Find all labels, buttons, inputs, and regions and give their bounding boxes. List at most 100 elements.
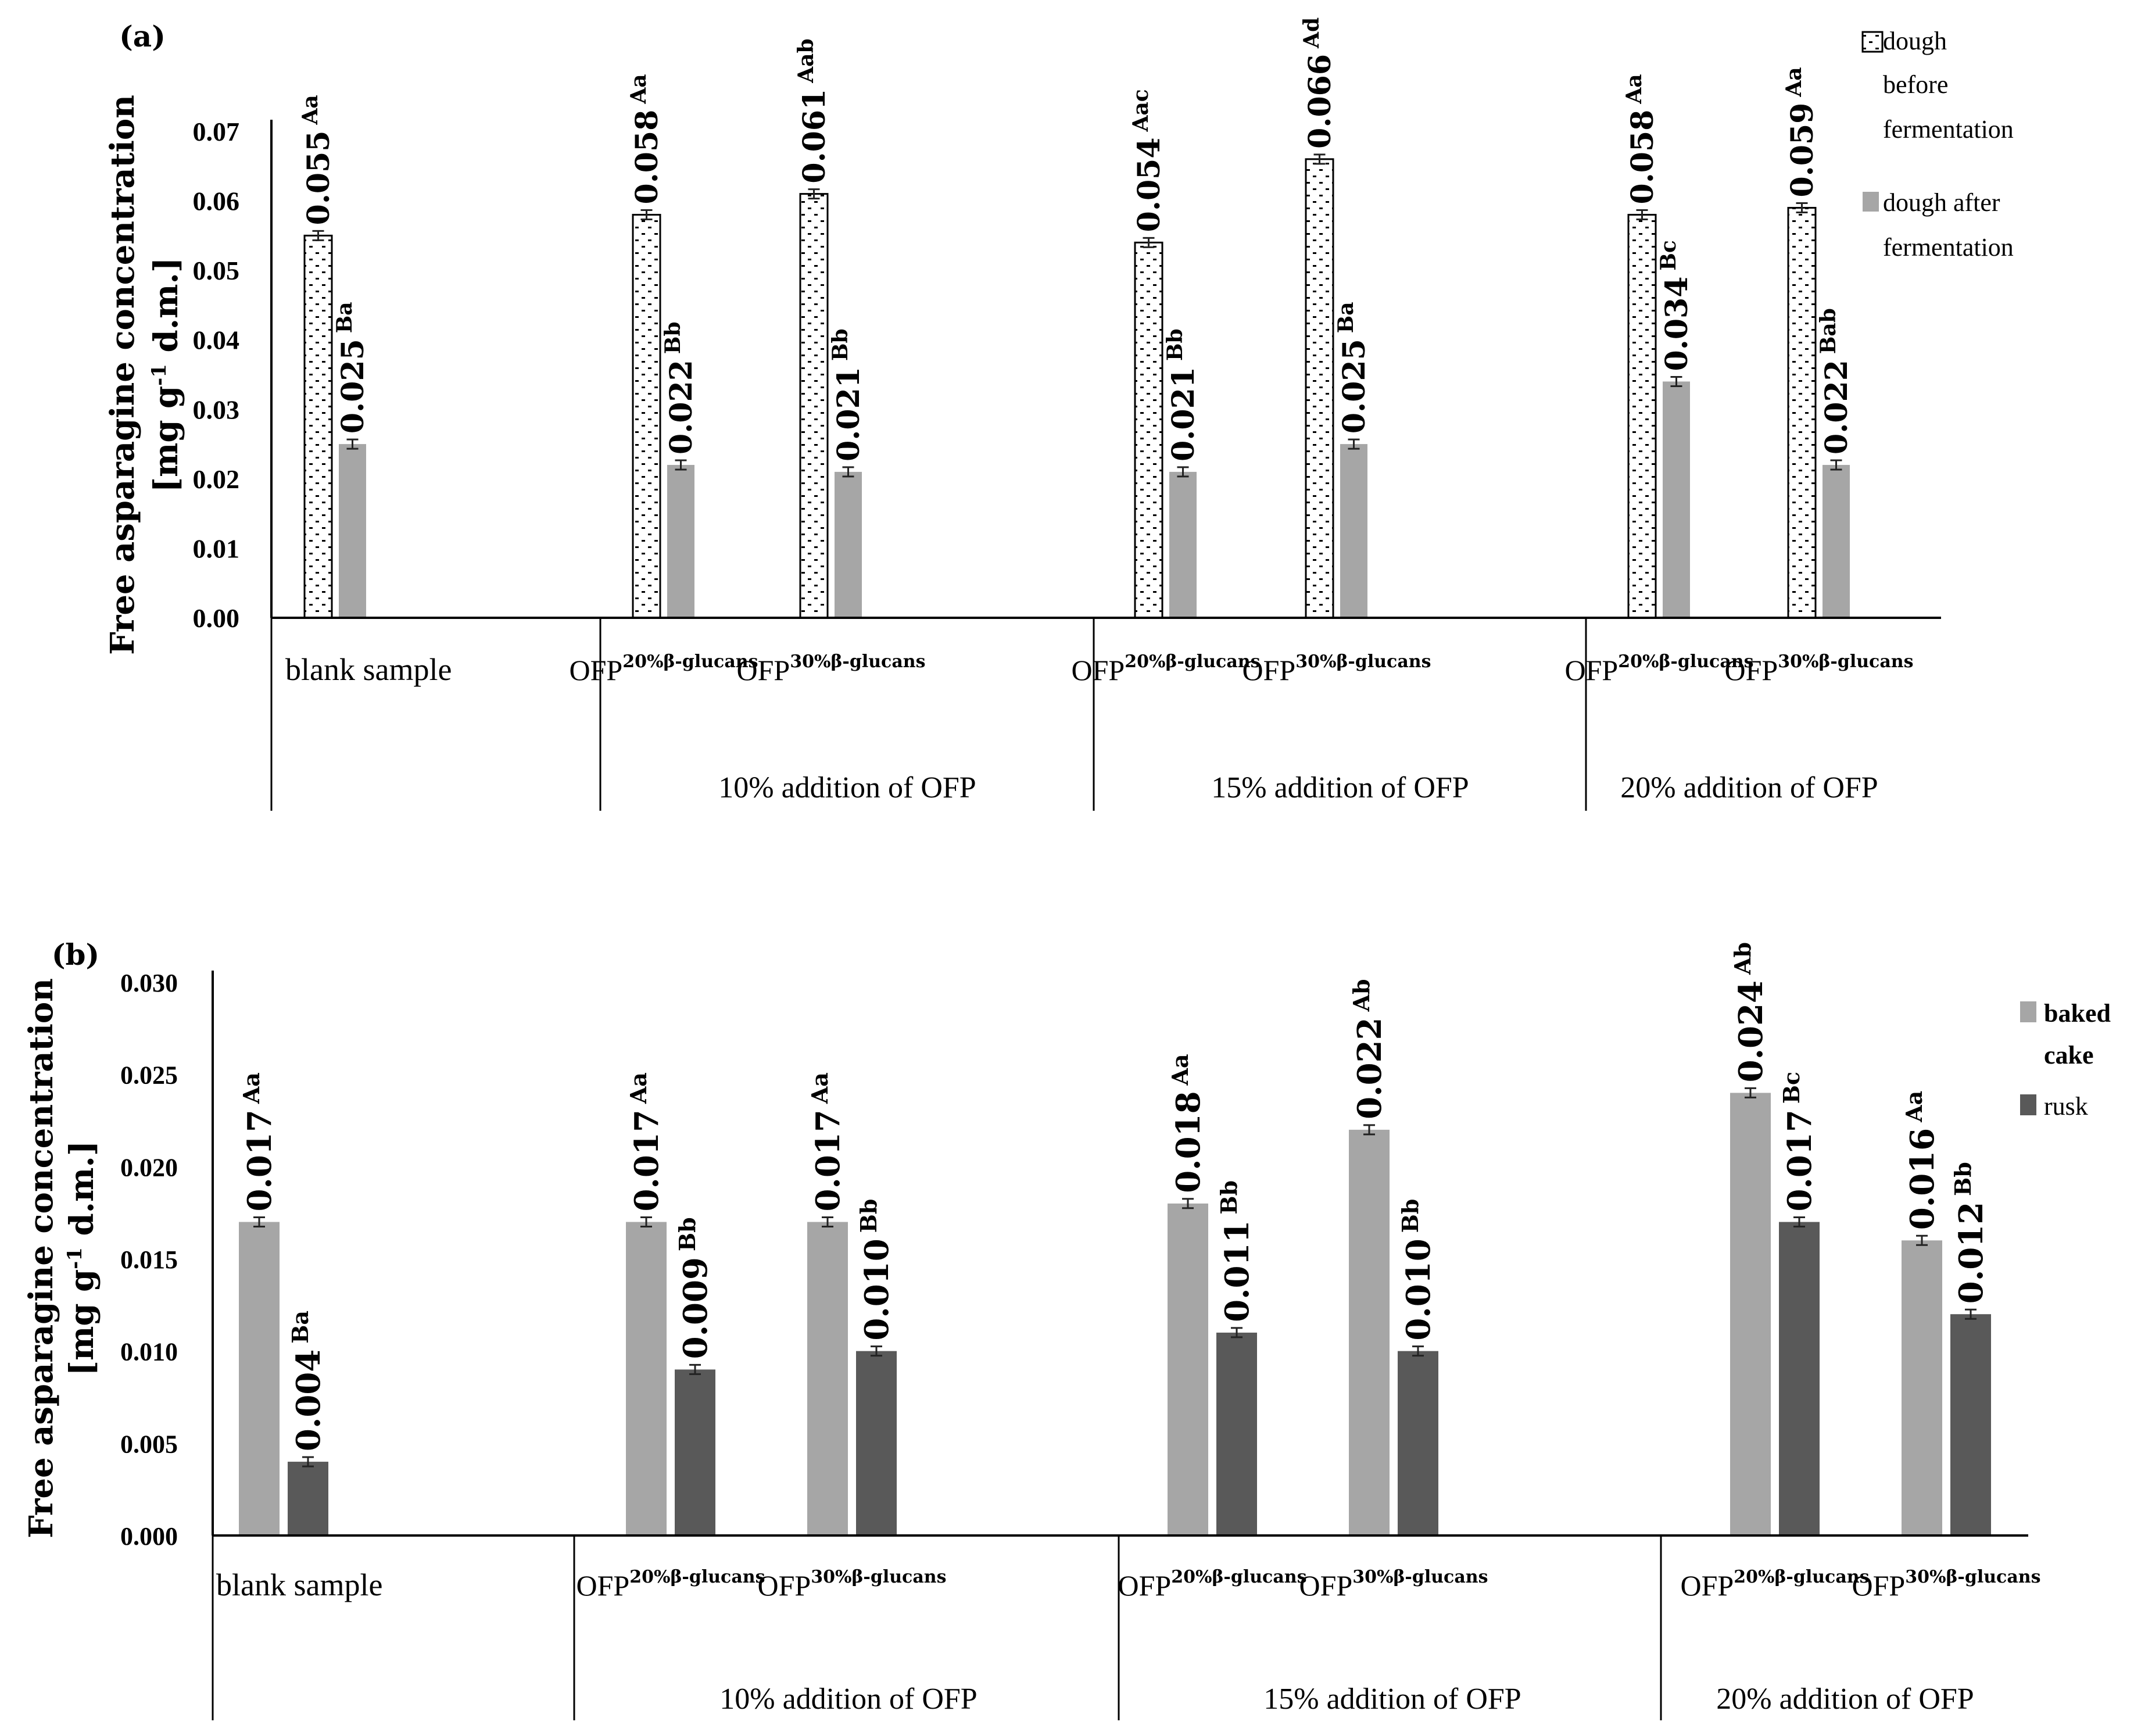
bar-rusk-0 <box>288 1462 328 1535</box>
category-label: OFP30%β-glucans <box>737 652 926 686</box>
bar-rusk-1 <box>675 1369 715 1535</box>
category-label-sup: 20%β-glucans <box>1171 1567 1306 1587</box>
panel-label: (a) <box>119 19 166 53</box>
legend-label: fermentation <box>1883 233 2014 262</box>
y-tick-label: 0.015 <box>120 1245 178 1274</box>
category-label-sup: 30%β-glucans <box>790 652 925 672</box>
y-tick-label: 0.07 <box>193 117 240 146</box>
data-label-value: 0.017 <box>628 1109 666 1211</box>
category-label-sup: 20%β-glucans <box>1618 652 1753 672</box>
panel-label: (b) <box>52 937 99 972</box>
data-label: 0.011 Bb <box>1216 1180 1256 1322</box>
bar-baked-cake-2 <box>807 1222 848 1535</box>
category-label-base: OFP <box>1118 1569 1172 1602</box>
bar-baked-cake-4 <box>1349 1129 1390 1535</box>
data-label-value: 0.021 <box>1166 367 1201 461</box>
data-label: 0.004 Ba <box>287 1311 328 1451</box>
data-label-letters: Bb <box>661 321 685 354</box>
y-tick-label: 0.025 <box>120 1061 178 1090</box>
category-label-base: OFP <box>570 654 623 686</box>
bar-rusk-5 <box>1779 1222 1820 1535</box>
y-tick-label: 0.06 <box>193 187 240 216</box>
bar-rusk-4 <box>1398 1351 1438 1535</box>
data-label-letters: Aa <box>238 1072 264 1104</box>
data-label-value: 0.054 <box>1132 137 1167 232</box>
data-label: 0.055 Aa <box>298 95 336 225</box>
category-label: OFP20%β-glucans <box>570 652 758 686</box>
category-label-sup: 30%β-glucans <box>1295 652 1431 672</box>
data-label: 0.022 Bb <box>661 321 699 454</box>
data-label: 0.009 Bb <box>674 1217 715 1359</box>
data-label-value: 0.010 <box>1399 1239 1438 1340</box>
data-label-letters: Bb <box>855 1199 882 1233</box>
group-label: 10% addition of OFP <box>718 771 976 804</box>
data-label-value: 0.018 <box>1169 1091 1208 1193</box>
data-label-letters: Aa <box>626 74 651 104</box>
data-label-letters: Ab <box>1730 942 1756 975</box>
data-label-letters: Aab <box>794 38 818 83</box>
data-label-letters: Aa <box>1782 67 1806 97</box>
data-label-letters: Aa <box>807 1072 833 1104</box>
panel-a-chart: (a) 0.00 0.01 0.02 0.03 0.04 0.05 0.06 0.07 Free … <box>103 17 2014 811</box>
bar-dough-after-fermentation-5 <box>1663 381 1690 618</box>
category-label: OFP30%β-glucans <box>758 1567 947 1602</box>
category-label: OFP30%β-glucans <box>1243 652 1431 686</box>
y-tick-label: 0.05 <box>193 256 240 285</box>
bar-baked-cake-5 <box>1730 1093 1771 1535</box>
data-label: 0.022 Bab <box>1816 308 1854 454</box>
data-label: 0.025 Ba <box>332 302 371 434</box>
data-label-value: 0.025 <box>335 339 371 434</box>
group-label: 10% addition of OFP <box>719 1683 977 1716</box>
data-label-letters: Ba <box>1334 302 1358 333</box>
data-label-letters: Bb <box>1950 1162 1976 1196</box>
data-label: 0.017 Aa <box>625 1072 666 1211</box>
data-label-letters: Aa <box>1622 74 1646 104</box>
data-label: 0.024 Ab <box>1730 942 1770 1082</box>
data-label-value: 0.061 <box>797 89 832 184</box>
data-label: 0.021 Bb <box>1163 328 1201 461</box>
bar-baked-cake-3 <box>1168 1203 1208 1535</box>
data-label: 0.022 Ab <box>1348 979 1389 1119</box>
y-tick-label: 0.00 <box>193 603 240 633</box>
data-label: 0.017 Aa <box>807 1072 847 1211</box>
category-label-base: OFP <box>1725 654 1778 686</box>
bar-dough-before-fermentation-0 <box>303 234 333 619</box>
bar-dough-before-fermentation-3 <box>1134 241 1163 619</box>
bar-dough-after-fermentation-0 <box>339 444 366 618</box>
y-tick-label: 0.030 <box>120 969 178 997</box>
panel-b-chart: (b) 0.000 0.005 0.010 0.015 0.020 0.025 0.030 Fr… <box>22 937 2111 1720</box>
data-label-letters: Aa <box>625 1072 651 1104</box>
data-label-letters: Bab <box>1816 308 1841 354</box>
data-label-letters: Aa <box>1901 1091 1927 1123</box>
category-label-base: OFP <box>1565 654 1619 686</box>
category-label: OFP20%β-glucans <box>1681 1567 1870 1602</box>
data-label: 0.066 Ad <box>1299 17 1338 149</box>
data-label-letters: Bc <box>1778 1072 1804 1104</box>
data-label-letters: Bb <box>674 1217 700 1251</box>
data-label: 0.010 Bb <box>855 1199 896 1341</box>
data-label-value: 0.024 <box>1732 980 1770 1082</box>
bar-baked-cake-1 <box>626 1222 667 1535</box>
data-label-value: 0.055 <box>301 131 336 225</box>
data-label-letters: Bb <box>1216 1180 1242 1215</box>
data-label-value: 0.025 <box>1337 339 1372 434</box>
bar-rusk-6 <box>1950 1314 1991 1535</box>
data-label-value: 0.058 <box>629 110 665 205</box>
data-label-letters: Aa <box>298 95 323 125</box>
legend-swatch-baked-cake <box>2020 1001 2036 1022</box>
y-tick-label: 0.03 <box>193 395 240 424</box>
data-label: 0.021 Bb <box>828 328 867 461</box>
category-label: OFP20%β-glucans <box>1118 1567 1307 1602</box>
category-label-base: OFP <box>1852 1569 1906 1602</box>
category-label-base: OFP <box>1681 1569 1734 1602</box>
data-label-value: 0.017 <box>241 1109 279 1211</box>
bar-dough-after-fermentation-2 <box>835 471 862 618</box>
bar-dough-before-fermentation-6 <box>1787 207 1817 619</box>
legend-label: fermentation <box>1883 115 2014 144</box>
data-label-letters: Bb <box>828 328 853 361</box>
data-label-value: 0.034 <box>1659 277 1695 371</box>
bar-dough-after-fermentation-1 <box>667 464 694 618</box>
category-label: OFP20%β-glucans <box>577 1567 765 1602</box>
data-label-value: 0.009 <box>676 1257 715 1359</box>
data-label: 0.058 Aa <box>1622 74 1660 204</box>
